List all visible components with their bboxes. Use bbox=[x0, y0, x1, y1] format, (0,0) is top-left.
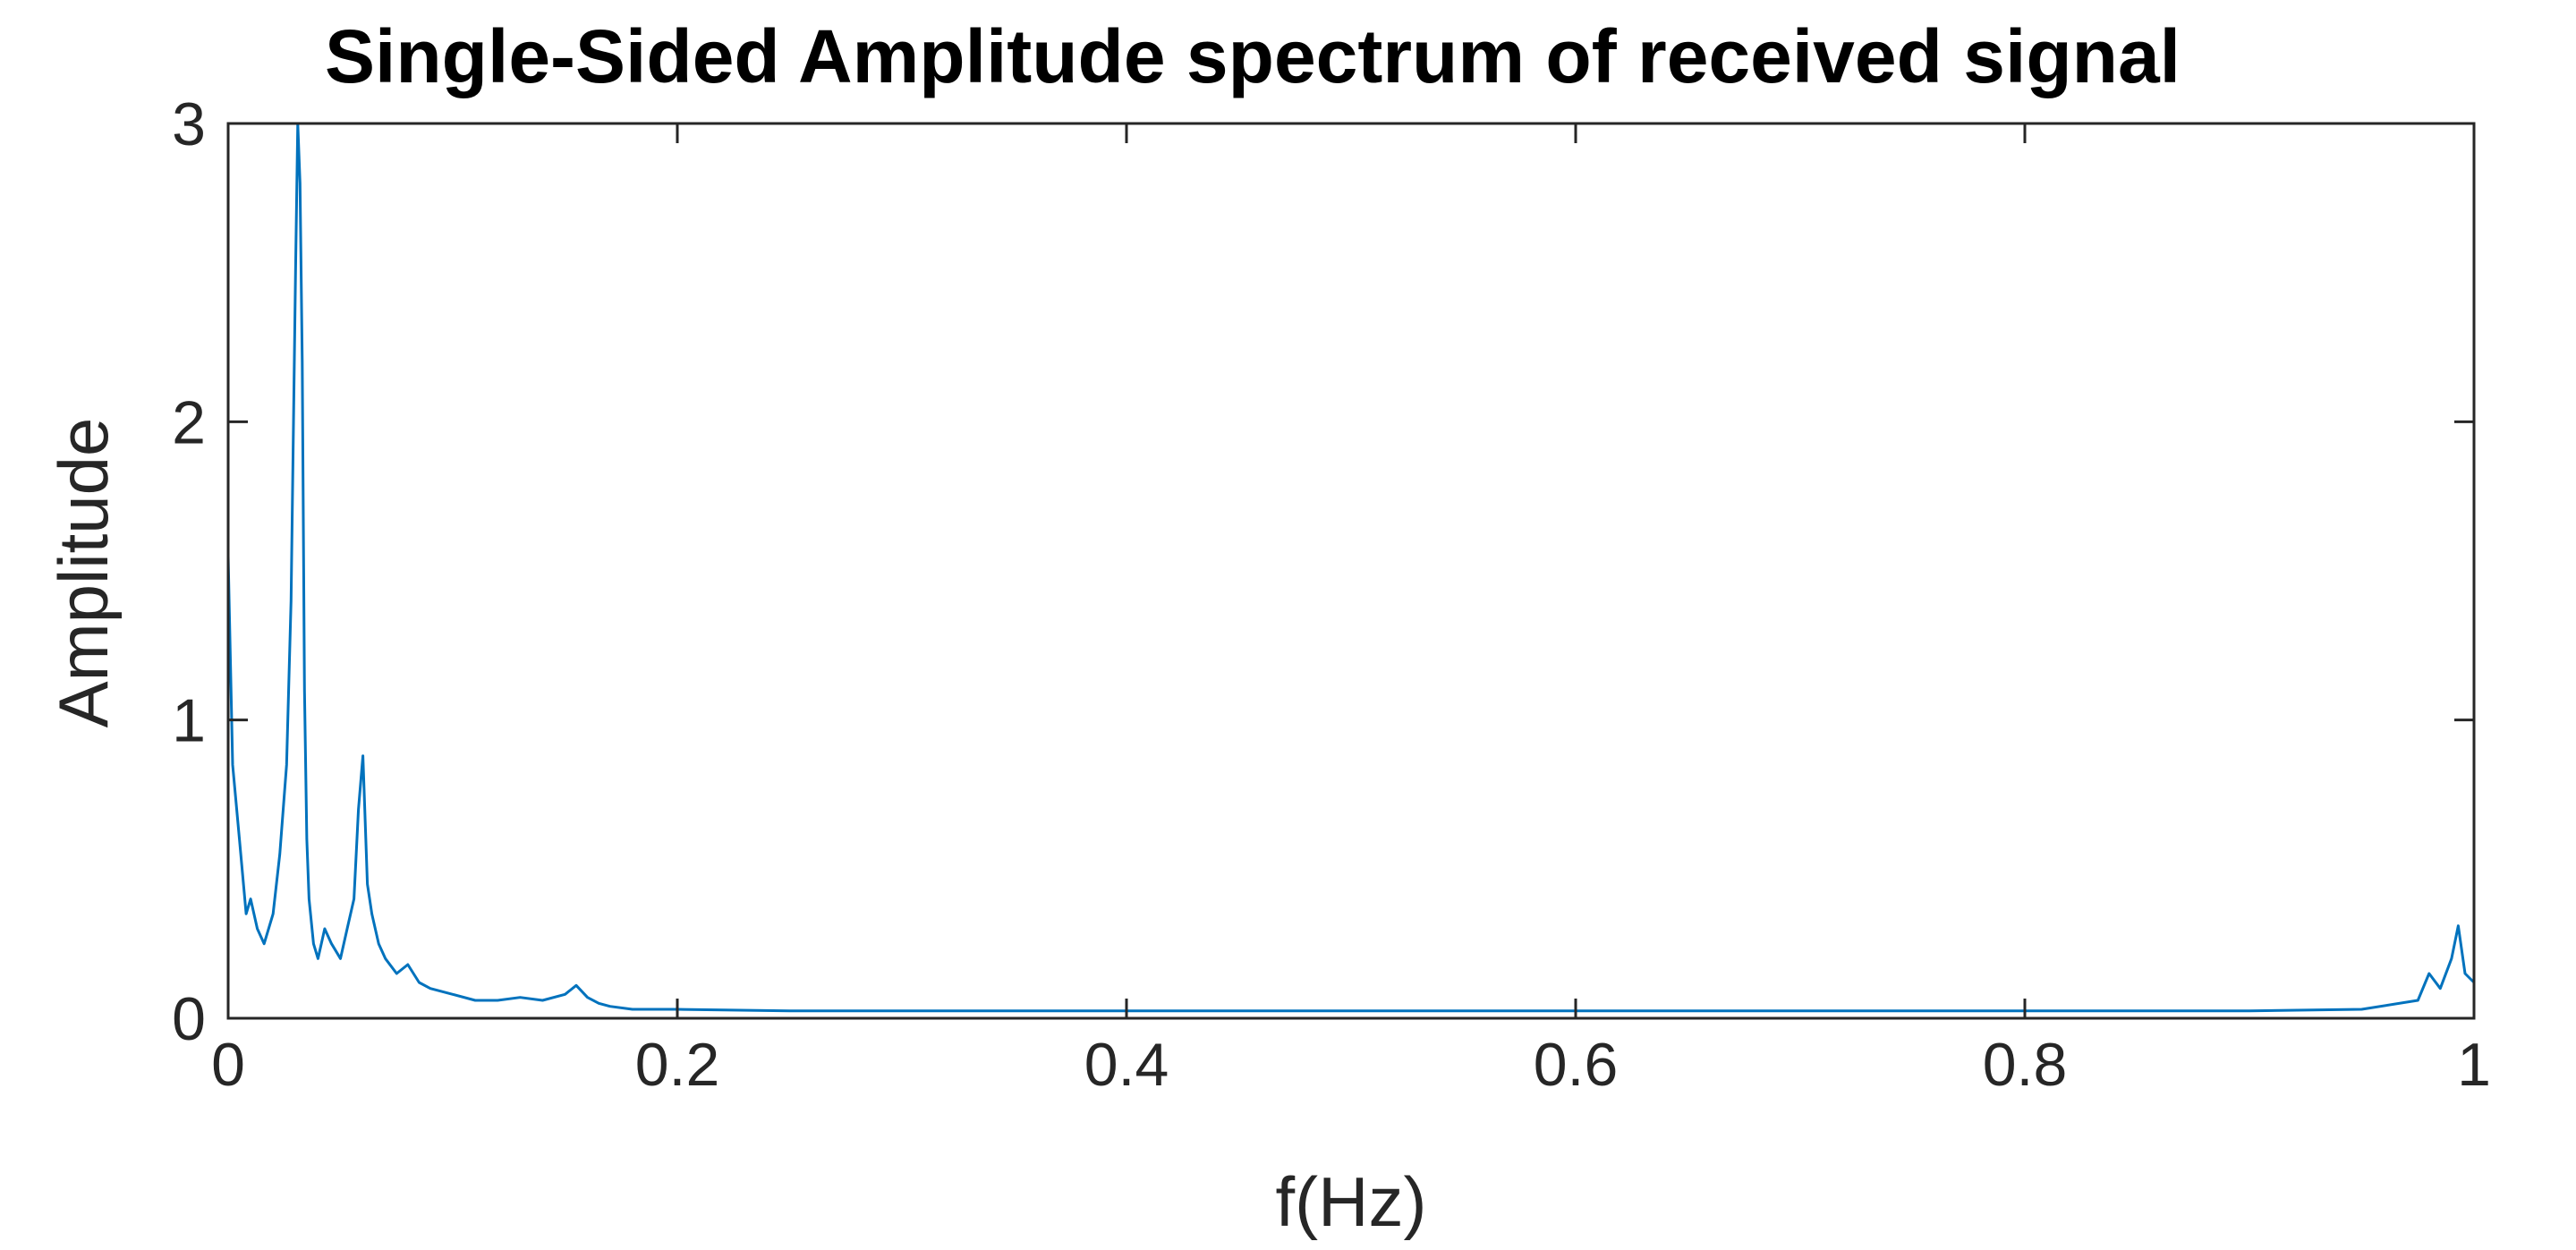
chart-title: Single-Sided Amplitude spectrum of recei… bbox=[325, 14, 2181, 98]
x-tick-label: 0.8 bbox=[1983, 1031, 2068, 1099]
series-line-0 bbox=[226, 122, 2476, 1013]
x-axis-ticks: 0 0.2 0.4 0.6 0.8 1 bbox=[211, 123, 2491, 1099]
y-tick-label: 3 bbox=[172, 90, 206, 158]
plot-area bbox=[228, 123, 2474, 1018]
x-tick-label: 0.2 bbox=[635, 1031, 720, 1099]
y-axis-ticks: 0 1 2 3 bbox=[172, 90, 2474, 1053]
x-tick-label: 0 bbox=[211, 1031, 245, 1099]
x-tick-label: 0.6 bbox=[1534, 1031, 1619, 1099]
axes-box bbox=[226, 122, 2476, 1020]
y-tick-label: 0 bbox=[172, 985, 206, 1053]
series-layer bbox=[226, 122, 2476, 1013]
x-tick-label: 1 bbox=[2457, 1031, 2491, 1099]
y-tick-label: 1 bbox=[172, 687, 206, 755]
x-tick-label: 0.4 bbox=[1084, 1031, 1169, 1099]
y-tick-label: 2 bbox=[172, 388, 206, 456]
x-axis-label: f(Hz) bbox=[1276, 1162, 1427, 1241]
y-axis-label: Amplitude bbox=[44, 418, 123, 728]
